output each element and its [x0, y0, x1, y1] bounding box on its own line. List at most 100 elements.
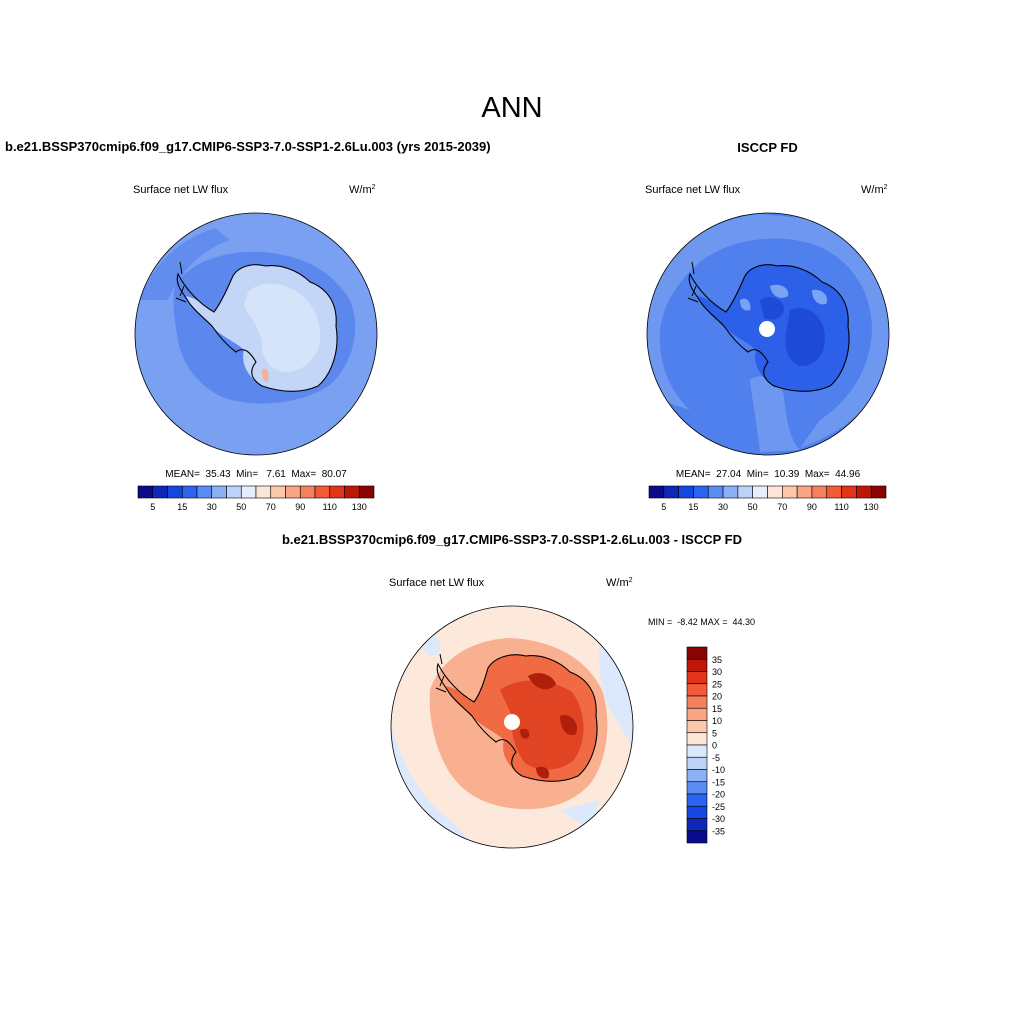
- panel3-colorbar-swatch: [686, 781, 708, 795]
- panel3-colorbar-swatch: [686, 769, 708, 783]
- panel1-title: b.e21.BSSP370cmip6.f09_g17.CMIP6-SSP3-7.…: [5, 139, 491, 154]
- panel1-colorbar-swatch: [314, 485, 331, 499]
- panel3-colorbar-swatch: [686, 695, 708, 709]
- panel2-units-label: W/m2: [861, 184, 888, 196]
- panel3-colorbar: [686, 646, 708, 844]
- panel1-map-border: [134, 212, 378, 456]
- panel1-colorbar: [137, 485, 375, 499]
- panel3: Surface net LW flux W/m2 MIN = -8.42 MAX…: [389, 577, 755, 849]
- panel3-polar-map: [391, 606, 633, 848]
- panel3-colorbar-tick-label: -35: [712, 826, 725, 836]
- panel1-colorbar-tick-label: 15: [177, 502, 187, 512]
- panel1-variable-label: Surface net LW flux: [133, 184, 229, 196]
- panel2-colorbar-tick-label: 110: [834, 502, 848, 512]
- figure-title: ANN: [481, 92, 543, 124]
- panel1-colorbar-swatch: [285, 485, 301, 499]
- panel1-colorbar-tick-label: 5: [150, 502, 155, 512]
- panel2-colorbar-swatch: [707, 485, 724, 499]
- panel1-colorbar-swatch: [181, 485, 198, 499]
- panel2-colorbar-swatch: [693, 485, 709, 499]
- panel2-colorbar-swatch: [826, 485, 842, 499]
- panel2-colorbar-swatch: [856, 485, 872, 499]
- panel2-colorbar-swatch: [767, 485, 783, 499]
- panel3-colorbar-swatch: [686, 646, 708, 660]
- panel3-colorbar-tick-label: -25: [712, 802, 725, 812]
- panel3-map-border: [390, 605, 634, 849]
- panel2-colorbar-swatch: [811, 485, 828, 499]
- panel2-colorbar-swatch: [663, 485, 679, 499]
- panel3-variable-label: Surface net LW flux: [389, 577, 485, 589]
- panel3-colorbar-tick-label: 20: [712, 692, 722, 702]
- panel3-colorbar-tick-label: 35: [712, 655, 722, 665]
- panel2: Surface net LW flux W/m2 MEAN= 27.04 Min…: [645, 184, 890, 512]
- panel3-colorbar-tick-label: 25: [712, 679, 722, 689]
- panel2-colorbar-swatch: [782, 485, 798, 499]
- panel1-colorbar-swatch: [137, 485, 154, 499]
- panel1-colorbar-swatch: [196, 485, 213, 499]
- panel3-colorbar-ticks: 35 30 25 20 15 10 5 0 -5 -10 -15 -20 -25 -30 -35: [712, 655, 725, 837]
- panel2-colorbar-tick-label: 15: [688, 502, 698, 512]
- panel3-colorbar-swatch: [686, 720, 708, 734]
- panel3-colorbar-swatch: [686, 818, 708, 832]
- panel2-colorbar-ticks: 5 15 30 50 70 90 110 130: [661, 502, 878, 512]
- panel1-colorbar-tick-label: 90: [295, 502, 305, 512]
- panel2-colorbar: [648, 485, 887, 499]
- panel3-units-label: W/m2: [606, 577, 633, 589]
- panel1-colorbar-swatch: [329, 485, 345, 499]
- panel3-colorbar-tick-label: -10: [712, 765, 725, 775]
- panel2-variable-label: Surface net LW flux: [645, 184, 741, 196]
- panel3-colorbar-tick-label: 30: [712, 667, 722, 677]
- panel1-colorbar-swatch: [167, 485, 183, 499]
- panel2-colorbar-tick-label: 30: [718, 502, 728, 512]
- panel1-units-label: W/m2: [349, 184, 376, 196]
- panel2-colorbar-swatch: [841, 485, 857, 499]
- panel1-colorbar-tick-label: 70: [266, 502, 276, 512]
- panel3-colorbar-tick-label: 5: [712, 728, 717, 738]
- panel3-colorbar-swatch: [686, 744, 708, 758]
- panel3-title: b.e21.BSSP370cmip6.f09_g17.CMIP6-SSP3-7.…: [281, 532, 742, 547]
- panel2-colorbar-swatch: [722, 485, 739, 499]
- panel2-colorbar-swatch: [796, 485, 813, 499]
- panel1-colorbar-swatch: [211, 485, 227, 499]
- panel3-colorbar-tick-label: 10: [712, 716, 722, 726]
- panel2-stats: MEAN= 27.04 Min= 10.39 Max= 44.96: [676, 469, 861, 480]
- panel3-colorbar-tick-label: -30: [712, 814, 725, 824]
- panel3-colorbar-swatch: [686, 793, 708, 807]
- panel3-colorbar-swatch: [686, 658, 708, 672]
- panel2-colorbar-swatch: [752, 485, 768, 499]
- panel3-colorbar-tick-label: 0: [712, 741, 717, 751]
- panel1-colorbar-tick-label: 30: [207, 502, 217, 512]
- panel1-colorbar-swatch: [152, 485, 168, 499]
- panel1-colorbar-ticks: 5 15 30 50 70 90 110 130: [150, 502, 367, 512]
- panel3-colorbar-swatch: [686, 756, 708, 770]
- panel2-colorbar-tick-label: 90: [807, 502, 817, 512]
- panel2-colorbar-swatch: [737, 485, 753, 499]
- panel2-colorbar-tick-label: 5: [661, 502, 666, 512]
- panel1: Surface net LW flux W/m2 MEAN= 35.43 Min…: [133, 184, 378, 512]
- panel2-colorbar-swatch: [648, 485, 665, 499]
- panel1-colorbar-swatch: [344, 485, 360, 499]
- panel1-colorbar-swatch: [270, 485, 286, 499]
- panel1-colorbar-swatch: [226, 485, 242, 499]
- panel2-polar-map: [647, 213, 889, 455]
- panel3-colorbar-tick-label: -5: [712, 753, 720, 763]
- panel1-colorbar-swatch: [240, 485, 257, 499]
- panel3-colorbar-swatch: [686, 805, 708, 819]
- panel1-colorbar-tick-label: 110: [323, 502, 337, 512]
- panel1-polar-map: [135, 213, 377, 455]
- panel3-colorbar-tick-label: -20: [712, 790, 725, 800]
- panel3-colorbar-swatch: [686, 830, 708, 844]
- panel1-colorbar-swatch: [358, 485, 375, 499]
- panel2-colorbar-swatch: [870, 485, 887, 499]
- panel3-colorbar-tick-label: 15: [712, 704, 722, 714]
- panel1-colorbar-tick-label: 130: [352, 502, 367, 512]
- panel3-colorbar-swatch: [686, 683, 708, 697]
- panel2-colorbar-swatch: [678, 485, 694, 499]
- panel2-colorbar-tick-label: 70: [777, 502, 787, 512]
- panel2-map-border: [646, 212, 890, 456]
- panel1-colorbar-swatch: [255, 485, 272, 499]
- panel3-colorbar-tick-label: -15: [712, 777, 725, 787]
- panel3-colorbar-swatch: [686, 707, 708, 721]
- panel2-title: ISCCP FD: [737, 140, 798, 155]
